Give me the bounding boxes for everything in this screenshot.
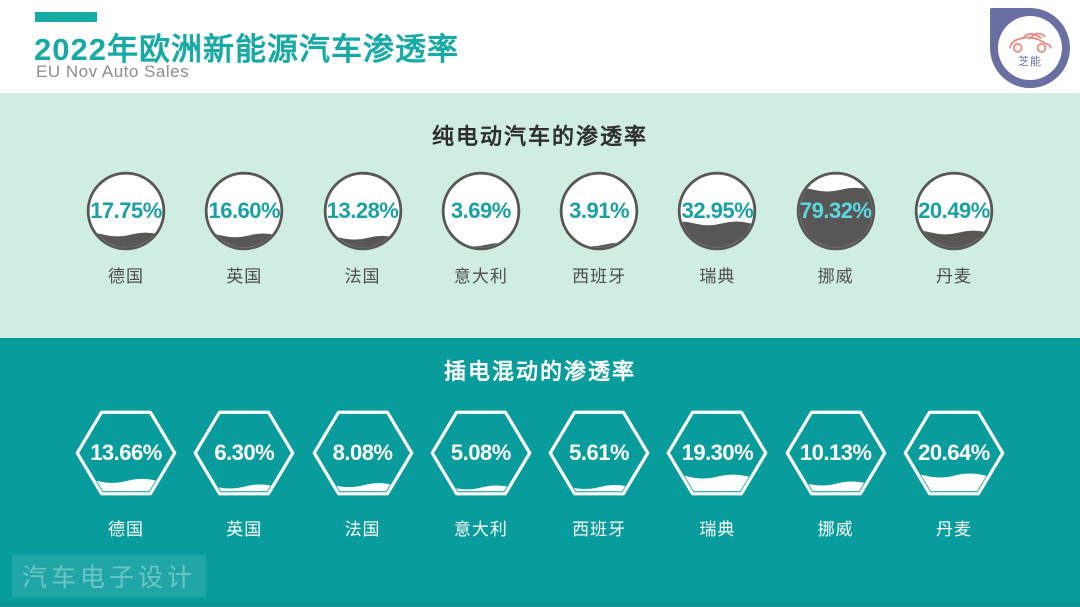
percent-label: 3.91%: [569, 198, 630, 223]
phev-item-italy: 5.08% 意大利: [425, 408, 537, 540]
hexagon-fill-gauge: 13.66%: [74, 408, 178, 498]
bev-item-norway: 79.32% 挪威: [780, 167, 892, 287]
circle-fill-gauge: 3.69%: [437, 167, 525, 255]
hexagon-fill-gauge: 20.64%: [902, 408, 1006, 498]
page-title: 2022年欧洲新能源汽车渗透率: [34, 32, 459, 67]
circle-fill-gauge: 79.32%: [792, 167, 880, 255]
brand-name: 芝能: [1018, 56, 1042, 68]
page-subtitle: EU Nov Auto Sales: [36, 62, 190, 81]
phev-section: 插电混动的渗透率 13.66% 德国 6.30% 英国 8.08%: [0, 338, 1080, 607]
bev-item-denmark: 20.49% 丹麦: [898, 167, 1010, 287]
phev-item-uk: 6.30% 英国: [188, 408, 300, 540]
phev-item-denmark: 20.64% 丹麦: [898, 408, 1010, 540]
country-label: 意大利: [453, 267, 508, 286]
percent-label: 5.61%: [569, 440, 630, 465]
country-label: 法国: [344, 520, 381, 539]
bev-section: 纯电动汽车的渗透率 17.75% 德国 16.60% 英国 13.: [0, 93, 1080, 338]
hexagon-fill-gauge: 6.30%: [192, 408, 296, 498]
country-label: 德国: [108, 520, 144, 539]
country-label: 瑞典: [699, 267, 736, 286]
country-label: 西班牙: [572, 520, 627, 539]
phev-item-norway: 10.13% 挪威: [780, 408, 892, 540]
percent-label: 17.75%: [90, 198, 162, 223]
hexagon-fill-gauge: 10.13%: [784, 408, 888, 498]
percent-label: 16.60%: [208, 198, 281, 223]
circle-fill-gauge: 32.95%: [673, 167, 761, 255]
circle-fill-gauge: 17.75%: [82, 167, 170, 255]
hexagon-fill-gauge: 19.30%: [665, 408, 769, 498]
phev-row: 13.66% 德国 6.30% 英国 8.08% 法国: [0, 408, 1080, 540]
percent-label: 20.64%: [918, 440, 990, 465]
percent-label: 19.30%: [681, 440, 754, 465]
watermark: 汽车电子设计: [12, 555, 207, 597]
bev-section-title: 纯电动汽车的渗透率: [431, 124, 648, 149]
hexagon-fill-gauge: 5.61%: [547, 408, 651, 498]
phev-item-sweden: 19.30% 瑞典: [661, 408, 773, 540]
country-label: 挪威: [817, 520, 854, 539]
brand-logo-circle: 芝能: [998, 16, 1062, 80]
hexagon-fill-gauge: 8.08%: [311, 408, 415, 498]
bev-item-germany: 17.75% 德国: [70, 167, 182, 287]
brand-logo: 芝能: [990, 8, 1070, 88]
bev-item-sweden: 32.95% 瑞典: [661, 167, 773, 287]
circle-fill-gauge: 16.60%: [200, 167, 288, 255]
bev-row: 17.75% 德国 16.60% 英国 13.28% 法国: [0, 167, 1080, 287]
percent-label: 32.95%: [681, 198, 754, 223]
percent-label: 6.30%: [214, 440, 275, 465]
percent-label: 13.28%: [326, 198, 399, 223]
car-icon: [1009, 32, 1052, 53]
percent-label: 13.66%: [90, 440, 162, 465]
hexagon-fill-gauge: 5.08%: [429, 408, 533, 498]
bev-item-italy: 3.69% 意大利: [425, 167, 537, 287]
bev-item-france: 13.28% 法国: [307, 167, 419, 287]
circle-fill-gauge: 13.28%: [319, 167, 407, 255]
country-label: 挪威: [817, 267, 854, 286]
bev-item-uk: 16.60% 英国: [188, 167, 300, 287]
phev-section-title: 插电混动的渗透率: [443, 359, 636, 384]
circle-fill-gauge: 20.49%: [910, 167, 998, 255]
country-label: 法国: [344, 267, 381, 286]
header: 2022年欧洲新能源汽车渗透率 EU Nov Auto Sales 芝能: [0, 0, 1080, 93]
percent-label: 3.69%: [450, 198, 511, 223]
percent-label: 20.49%: [918, 198, 990, 223]
country-label: 德国: [108, 267, 144, 286]
percent-label: 79.32%: [799, 198, 872, 223]
country-label: 西班牙: [572, 267, 627, 286]
country-label: 丹麦: [935, 267, 972, 286]
country-label: 意大利: [453, 520, 508, 539]
bev-item-spain: 3.91% 西班牙: [543, 167, 655, 287]
percent-label: 8.08%: [332, 440, 393, 465]
phev-item-france: 8.08% 法国: [307, 408, 419, 540]
country-label: 英国: [226, 267, 263, 286]
title-accent-dash: [35, 12, 97, 22]
percent-label: 10.13%: [799, 440, 872, 465]
phev-item-germany: 13.66% 德国: [70, 408, 182, 540]
bottom-strip: [0, 601, 1080, 607]
country-label: 英国: [226, 520, 263, 539]
percent-label: 5.08%: [450, 440, 511, 465]
phev-item-spain: 5.61% 西班牙: [543, 408, 655, 540]
country-label: 丹麦: [935, 520, 972, 539]
country-label: 瑞典: [699, 520, 736, 539]
circle-fill-gauge: 3.91%: [555, 167, 643, 255]
